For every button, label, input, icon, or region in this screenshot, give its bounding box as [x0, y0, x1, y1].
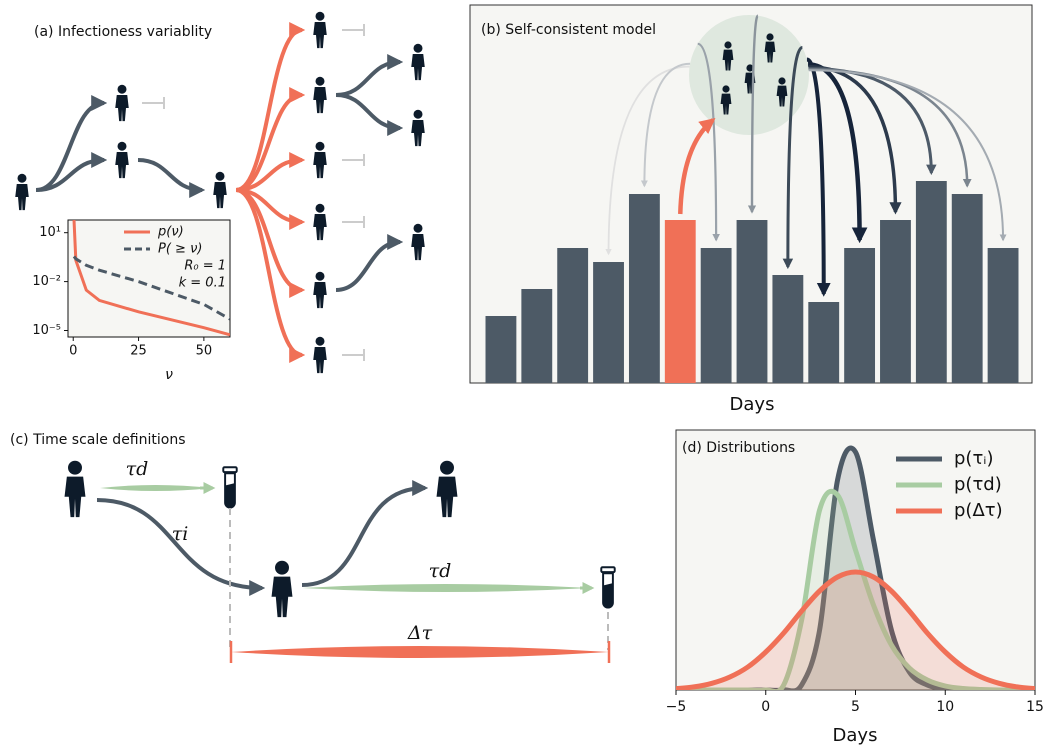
person-icon — [213, 172, 227, 208]
legend-label: p(τᵢ) — [954, 448, 994, 469]
x-tick-label: 50 — [196, 344, 213, 359]
test-tube — [223, 467, 236, 507]
y-tick-label: 10⁻² — [32, 274, 61, 289]
bar — [772, 275, 803, 383]
legend-label: P( ≥ ν) — [158, 242, 202, 257]
figure: (a) Infectioness variablity (b) Self-con… — [0, 0, 1045, 749]
bar — [916, 181, 947, 383]
time-scale-diagram — [65, 461, 615, 663]
panel-title: (c) Time scale definitions — [10, 432, 186, 448]
person-icon — [313, 77, 327, 113]
delay-lens — [100, 485, 212, 491]
y-tick-label: 10¹ — [39, 225, 61, 240]
person-icon — [411, 44, 425, 80]
transmission-arrow — [236, 190, 302, 355]
test-tube — [601, 567, 614, 607]
x-axis-label: ν — [165, 367, 173, 383]
person-icon — [115, 85, 129, 121]
x-tick-label: −5 — [666, 699, 687, 715]
x-axis-label: Days — [833, 725, 878, 746]
person-icon — [437, 461, 458, 517]
panel-title: (b) Self-consistent model — [481, 22, 656, 38]
person-icon — [411, 224, 425, 260]
bar — [486, 316, 517, 383]
x-tick-label: 15 — [1026, 699, 1044, 715]
legend-label: p(Δτ) — [954, 500, 1003, 521]
bar — [952, 194, 983, 383]
person-icon — [115, 142, 129, 178]
bar — [701, 248, 732, 383]
interval-lens — [231, 646, 609, 658]
x-tick-label: 5 — [851, 699, 860, 715]
bar — [665, 220, 696, 383]
delay-lens — [302, 584, 590, 592]
x-tick-label: 0 — [69, 344, 77, 359]
delay-label: τd — [126, 458, 149, 480]
bar — [737, 220, 768, 383]
person-icon — [15, 174, 29, 210]
x-axis-label: Days — [730, 394, 775, 415]
transmission-arrow — [336, 62, 400, 95]
arrow — [302, 488, 425, 585]
x-tick-label: 0 — [761, 699, 770, 715]
bar — [629, 194, 660, 383]
transmission-arrow — [138, 160, 202, 190]
y-tick-label: 10⁻⁵ — [32, 323, 61, 338]
legend-label: p(τd) — [954, 474, 1002, 495]
bar — [557, 248, 588, 383]
bar — [808, 302, 839, 383]
person-icon — [313, 337, 327, 373]
delay-label: τd — [429, 560, 452, 582]
transmission-arrow — [236, 30, 302, 190]
person-icon — [65, 461, 86, 517]
annotation: R₀ = 1 — [184, 259, 226, 274]
person-icon — [313, 142, 327, 178]
panel-title: (d) Distributions — [682, 440, 795, 456]
bar — [593, 262, 624, 383]
panel-title: (a) Infectioness variablity — [34, 24, 212, 40]
bar — [880, 220, 911, 383]
person-icon — [313, 12, 327, 48]
person-icon — [313, 272, 327, 308]
transmission-arrow — [336, 242, 400, 290]
person-icon — [411, 110, 425, 146]
annotation: k = 0.1 — [179, 276, 226, 291]
bar — [521, 289, 552, 383]
delay-label: Δτ — [407, 622, 433, 644]
bar — [844, 248, 875, 383]
legend-label: p(ν) — [157, 225, 184, 240]
x-tick-label: 10 — [936, 699, 954, 715]
transmission-arrow — [336, 95, 400, 128]
x-tick-label: 25 — [130, 344, 147, 359]
delay-label: τi — [172, 523, 189, 545]
person-icon — [272, 561, 293, 617]
person-icon — [313, 204, 327, 240]
bar — [988, 248, 1019, 383]
